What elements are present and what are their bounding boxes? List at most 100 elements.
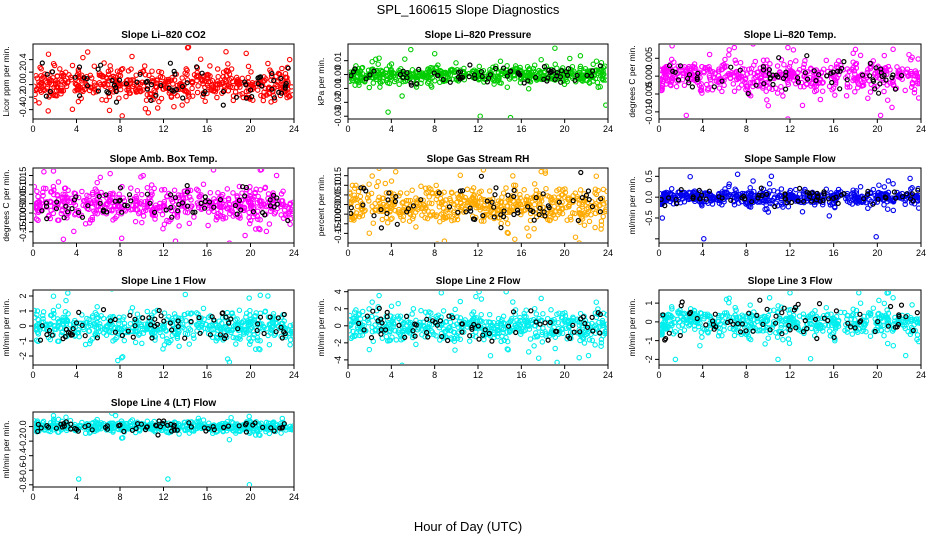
data-point bbox=[278, 212, 284, 218]
x-tick-label: 0 bbox=[345, 370, 350, 380]
x-tick-label: 8 bbox=[432, 124, 437, 134]
highlight-point bbox=[511, 211, 517, 218]
data-point bbox=[600, 77, 606, 83]
data-point bbox=[353, 77, 359, 83]
data-point bbox=[499, 333, 505, 339]
data-point bbox=[289, 326, 293, 333]
y-tick-label: 0.4 bbox=[18, 53, 28, 66]
highlight-point bbox=[877, 81, 883, 87]
data-point bbox=[205, 209, 212, 215]
highlight-point bbox=[899, 194, 906, 200]
y-tick-label: -0.03 bbox=[333, 106, 343, 127]
highlight-point bbox=[384, 210, 390, 216]
data-point bbox=[466, 70, 472, 77]
highlight-point bbox=[684, 75, 691, 82]
data-point bbox=[414, 73, 421, 80]
data-point bbox=[97, 174, 104, 181]
x-tick-label: 12 bbox=[473, 248, 483, 258]
highlight-point bbox=[574, 72, 580, 79]
data-point bbox=[384, 80, 391, 86]
data-point bbox=[257, 169, 264, 173]
data-point bbox=[389, 215, 395, 221]
highlight-point bbox=[575, 217, 581, 224]
data-point bbox=[673, 83, 680, 90]
data-point bbox=[435, 241, 440, 242]
data-point bbox=[166, 90, 173, 96]
data-point bbox=[551, 203, 557, 210]
highlight-point bbox=[436, 190, 442, 196]
data-point bbox=[351, 315, 357, 322]
data-point bbox=[254, 213, 261, 220]
data-point bbox=[40, 189, 46, 196]
highlight-point bbox=[168, 192, 174, 198]
data-point bbox=[424, 324, 431, 331]
highlight-point bbox=[760, 67, 767, 73]
data-point bbox=[160, 204, 167, 210]
data-point bbox=[259, 204, 266, 210]
highlight-point bbox=[728, 64, 734, 70]
highlight-point bbox=[589, 68, 596, 74]
data-point bbox=[72, 210, 79, 217]
data-point bbox=[200, 305, 207, 312]
data-point bbox=[501, 337, 508, 344]
outlier-point bbox=[542, 169, 548, 174]
data-point bbox=[116, 191, 122, 197]
data-point bbox=[223, 49, 229, 55]
data-point bbox=[481, 202, 487, 209]
data-point bbox=[593, 191, 600, 198]
data-point bbox=[448, 335, 454, 341]
outlier-point bbox=[852, 46, 859, 53]
data-point bbox=[426, 309, 432, 315]
y-tick-label: -0.010 bbox=[644, 99, 654, 125]
highlight-point bbox=[124, 203, 131, 209]
data-point bbox=[431, 212, 437, 218]
outlier-point bbox=[701, 236, 707, 242]
highlight-point bbox=[554, 70, 560, 76]
data-point bbox=[241, 204, 248, 211]
data-point bbox=[194, 89, 201, 96]
x-tick-label: 16 bbox=[516, 248, 526, 258]
y-tick-label: 0.10 bbox=[18, 176, 28, 194]
highlight-point bbox=[404, 209, 410, 215]
data-point bbox=[599, 317, 606, 324]
data-point bbox=[233, 335, 239, 341]
highlight-point bbox=[128, 198, 134, 204]
data-point bbox=[777, 69, 783, 76]
data-point bbox=[781, 61, 787, 68]
data-point bbox=[353, 307, 359, 313]
data-point bbox=[181, 188, 188, 194]
data-point bbox=[884, 82, 890, 88]
highlight-point bbox=[249, 93, 255, 100]
x-tick-label: 16 bbox=[202, 248, 212, 258]
data-point bbox=[566, 195, 572, 201]
data-point bbox=[542, 329, 548, 335]
highlight-point bbox=[859, 72, 866, 78]
panel-title: Slope Li–820 Temp. bbox=[744, 30, 837, 41]
x-tick-label: 12 bbox=[473, 370, 483, 380]
highlight-point bbox=[830, 195, 837, 201]
highlight-point bbox=[126, 192, 133, 198]
data-point bbox=[464, 199, 471, 206]
highlight-point bbox=[480, 213, 486, 219]
data-point bbox=[691, 64, 698, 70]
data-point bbox=[387, 207, 393, 214]
data-point bbox=[600, 320, 607, 327]
data-point bbox=[176, 343, 182, 350]
data-point bbox=[60, 73, 67, 80]
data-point bbox=[402, 56, 408, 62]
data-point bbox=[232, 89, 239, 95]
data-point bbox=[72, 202, 79, 208]
data-point bbox=[349, 334, 356, 340]
panel-3: Slope Li–820 Temp.0 4 8 12 16 20 24-0.010-0.00… bbox=[627, 30, 926, 134]
data-point bbox=[400, 217, 406, 223]
data-point bbox=[257, 226, 263, 233]
data-point bbox=[353, 182, 359, 189]
highlight-point bbox=[76, 64, 83, 70]
data-point bbox=[558, 206, 565, 212]
highlight-point bbox=[278, 90, 285, 96]
data-point bbox=[495, 198, 502, 204]
highlight-point bbox=[456, 69, 462, 76]
data-point bbox=[577, 63, 584, 70]
